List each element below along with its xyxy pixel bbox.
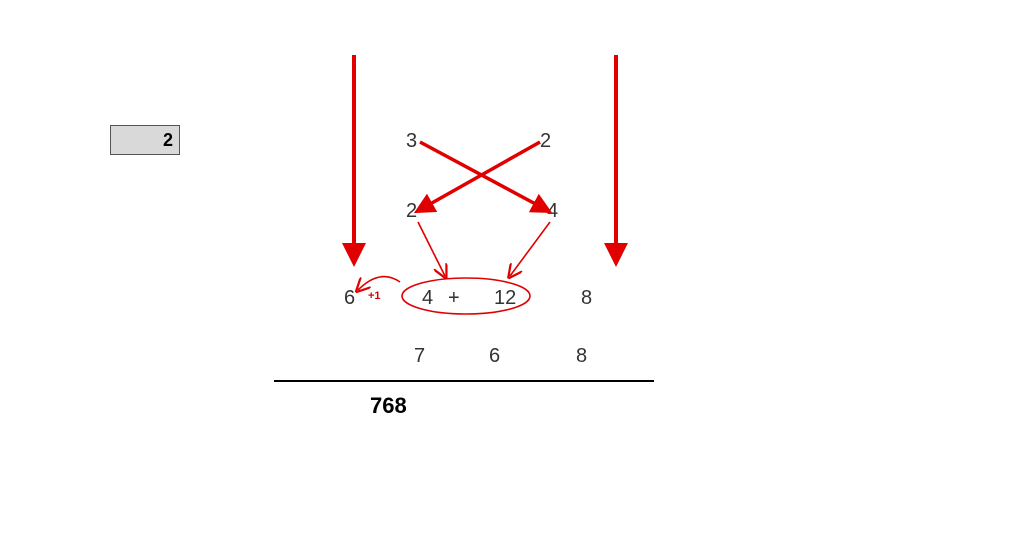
num-r3-inner-left: 4 — [422, 287, 433, 310]
num-r4-b: 6 — [489, 345, 500, 368]
step-box: 2 — [110, 125, 180, 155]
num-r4-c: 8 — [576, 345, 587, 368]
arrow-cross-lr — [420, 142, 543, 208]
arrow-cross-rl — [423, 142, 540, 208]
carry-text: +1 — [368, 290, 381, 302]
final-answer: 768 — [370, 393, 407, 419]
num-top-left: 3 — [406, 130, 417, 153]
carry-arrow — [358, 277, 400, 290]
num-r4-a: 7 — [414, 345, 425, 368]
num-mid-left: 2 — [406, 200, 417, 223]
arrow-overlay — [0, 0, 1024, 536]
num-r3-inner-right: 12 — [494, 287, 516, 310]
num-r3-outer-right: 8 — [581, 287, 592, 310]
arrow-thin-left — [418, 222, 445, 276]
num-r3-plus: + — [448, 287, 460, 310]
num-mid-right: 4 — [547, 200, 558, 223]
num-r3-outer-left: 6 — [344, 287, 355, 310]
result-divider — [274, 380, 654, 382]
num-top-right: 2 — [540, 130, 551, 153]
arrow-thin-right — [510, 222, 550, 276]
